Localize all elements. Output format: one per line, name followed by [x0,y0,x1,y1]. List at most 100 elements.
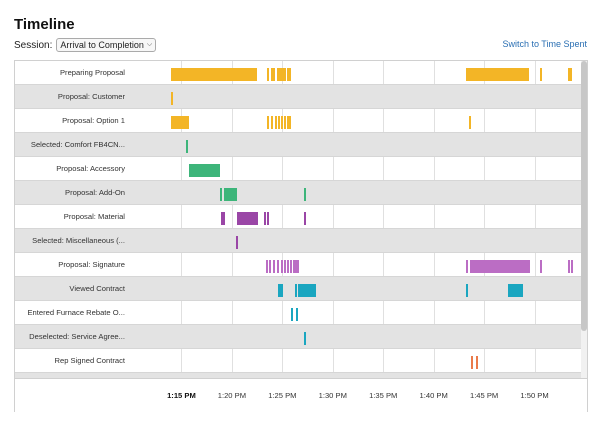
activity-segment[interactable] [465,68,530,81]
activity-segment[interactable] [570,68,573,81]
activity-segment[interactable] [289,116,292,129]
vertical-scrollbar[interactable] [581,61,587,378]
activity-segment[interactable] [286,68,289,81]
activity-segment[interactable] [570,260,573,273]
activity-segment[interactable] [188,164,220,177]
timeline-row[interactable]: Selected: Miscellaneous (... [15,229,585,253]
activity-segment[interactable] [278,68,281,81]
activity-segment[interactable] [297,284,300,297]
activity-segment[interactable] [465,260,468,273]
row-label: Selected: Comfort FB4CN... [30,140,125,149]
activity-segment[interactable] [264,212,267,225]
row-track [131,229,585,253]
activity-segment[interactable] [295,284,298,297]
activity-segment[interactable] [471,356,474,369]
activity-segment[interactable] [220,188,223,201]
row-track [131,253,585,277]
activity-segment[interactable] [289,68,292,81]
activity-segment[interactable] [271,68,274,81]
activity-segment[interactable] [171,116,189,129]
activity-segment[interactable] [295,308,298,321]
activity-segment[interactable] [267,116,270,129]
activity-segment[interactable] [286,116,289,129]
activity-segment[interactable] [304,332,307,345]
activity-segment[interactable] [272,260,275,273]
gridline [484,61,486,378]
activity-segment[interactable] [300,284,316,297]
row-track [131,61,585,85]
activity-segment[interactable] [303,188,306,201]
row-label: Proposal: Accessory [56,164,125,173]
activity-segment[interactable] [475,356,478,369]
activity-segment[interactable] [465,284,468,297]
row-label: Rep Signed Contract [54,356,126,365]
activity-segment[interactable] [269,260,272,273]
timeline-row[interactable]: Proposal: Option 1 [15,109,585,133]
activity-segment[interactable] [266,212,269,225]
row-track [131,85,585,109]
gridline [534,61,536,378]
row-label: Entered Furnace Rebate O... [27,308,125,317]
activity-segment[interactable] [237,212,259,225]
row-label: Deselected: Service Agree... [29,332,125,341]
activity-segment[interactable] [277,68,280,81]
scrollbar-thumb[interactable] [581,61,587,331]
session-label: Session: [14,39,53,51]
timeline-row[interactable]: Selected: Comfort FB4CN... [15,133,585,157]
activity-segment[interactable] [293,260,300,273]
chevron-down-icon: ⌵ [146,41,153,48]
activity-segment[interactable] [539,68,542,81]
activity-segment[interactable] [468,116,471,129]
activity-segment[interactable] [278,116,281,129]
activity-segment[interactable] [539,260,542,273]
activity-segment[interactable] [284,68,287,81]
timeline-row[interactable]: Proposal: Signature [15,253,585,277]
activity-segment[interactable] [266,260,269,273]
row-label: Selected: Miscellaneous (... [32,236,125,245]
activity-segment[interactable] [273,68,276,81]
timeline-row[interactable]: Entered Furnace Rebate O... [15,301,585,325]
timeline-row[interactable]: Proposal: Material [15,205,585,229]
activity-segment[interactable] [291,308,293,321]
activity-segment[interactable] [171,68,258,81]
timeline-row[interactable]: Proposal: Accessory [15,157,585,181]
activity-segment[interactable] [280,68,283,81]
session-select[interactable]: Arrival to Completion ⌵ [56,38,157,52]
timeline-row[interactable]: Viewed Contract [15,277,585,301]
activity-segment[interactable] [280,260,283,273]
activity-segment[interactable] [186,140,189,153]
activity-segment[interactable] [567,260,570,273]
timeline-scroll-area[interactable]: Preparing Proposal Proposal: Customer Prop… [15,61,587,378]
activity-segment[interactable] [304,212,307,225]
activity-segment[interactable] [278,284,284,297]
row-label: Proposal: Add-On [65,188,125,197]
timeline-row[interactable]: Deselected: Service Agree... [15,325,585,349]
row-track [131,205,585,229]
activity-segment[interactable] [290,260,293,273]
activity-segment[interactable] [277,260,280,273]
activity-segment[interactable] [170,92,173,105]
activity-segment[interactable] [283,116,286,129]
activity-segment[interactable] [283,260,286,273]
timeline-row[interactable]: Proposal: Customer [15,85,585,109]
activity-segment[interactable] [235,236,238,249]
activity-segment[interactable] [267,68,270,81]
activity-segment[interactable] [282,68,285,81]
timeline-row[interactable]: Proposal: Add-On [15,181,585,205]
axis-tick-label: 1:25 PM [268,391,297,400]
activity-segment[interactable] [274,116,277,129]
session-row: Session: Arrival to Completion ⌵ [14,38,157,52]
activity-segment[interactable] [223,188,238,201]
switch-to-time-spent-link[interactable]: Switch to Time Spent [502,39,587,49]
activity-segment[interactable] [221,212,226,225]
row-track [131,277,585,301]
activity-segment[interactable] [281,116,284,129]
activity-segment[interactable] [508,284,524,297]
activity-segment[interactable] [470,260,530,273]
activity-segment[interactable] [567,68,570,81]
timeline-row[interactable]: Rep Signed Contract [15,349,585,373]
activity-segment[interactable] [287,260,290,273]
timeline-row[interactable] [15,373,585,378]
timeline-row[interactable]: Preparing Proposal [15,61,585,85]
activity-segment[interactable] [271,116,274,129]
